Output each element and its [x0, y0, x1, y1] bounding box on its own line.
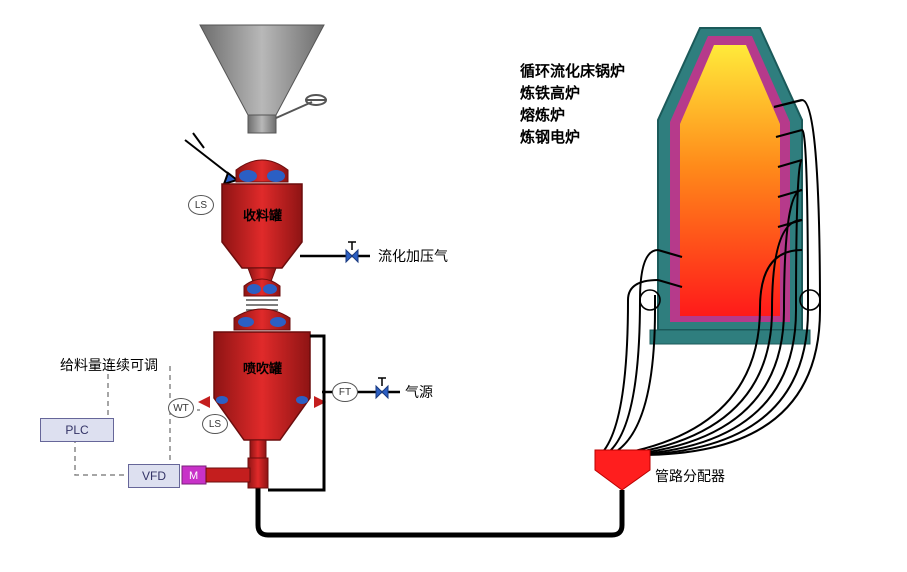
inlet-probe: [185, 133, 237, 184]
furnace: [640, 28, 820, 344]
vfd-label: VFD: [142, 469, 166, 483]
feed-adjustable-label: 给料量连续可调: [60, 355, 158, 375]
receiving-tank-label: 收料罐: [243, 205, 282, 224]
distributor-label: 管路分配器: [655, 466, 725, 486]
feed-hopper: [200, 25, 326, 133]
plc-label: PLC: [65, 423, 88, 437]
furnace-type-1: 循环流化床锅炉: [520, 60, 625, 81]
injection-tank-label: 喷吹罐: [243, 358, 282, 377]
mid-valve: [244, 279, 280, 310]
fluidizing-gas-line: [300, 242, 370, 262]
plc-box: PLC: [40, 418, 114, 442]
main-pipe: [258, 488, 622, 535]
furnace-type-2: 炼铁高炉: [520, 82, 580, 103]
ft-indicator: FT: [332, 382, 358, 402]
gas-source-label: 气源: [405, 382, 433, 402]
furnace-type-4: 炼钢电炉: [520, 126, 580, 147]
distributor: [595, 450, 650, 490]
furnace-type-3: 熔炼炉: [520, 104, 565, 125]
vfd-box: VFD: [128, 464, 180, 488]
wt-indicator: WT: [168, 398, 194, 418]
ls-indicator-1: LS: [188, 195, 214, 215]
injection-tank: [198, 309, 326, 488]
motor: M: [182, 466, 250, 484]
ls-indicator-2: LS: [202, 414, 228, 434]
motor-label: M: [189, 470, 198, 482]
fluidizing-gas-label: 流化加压气: [378, 246, 448, 266]
